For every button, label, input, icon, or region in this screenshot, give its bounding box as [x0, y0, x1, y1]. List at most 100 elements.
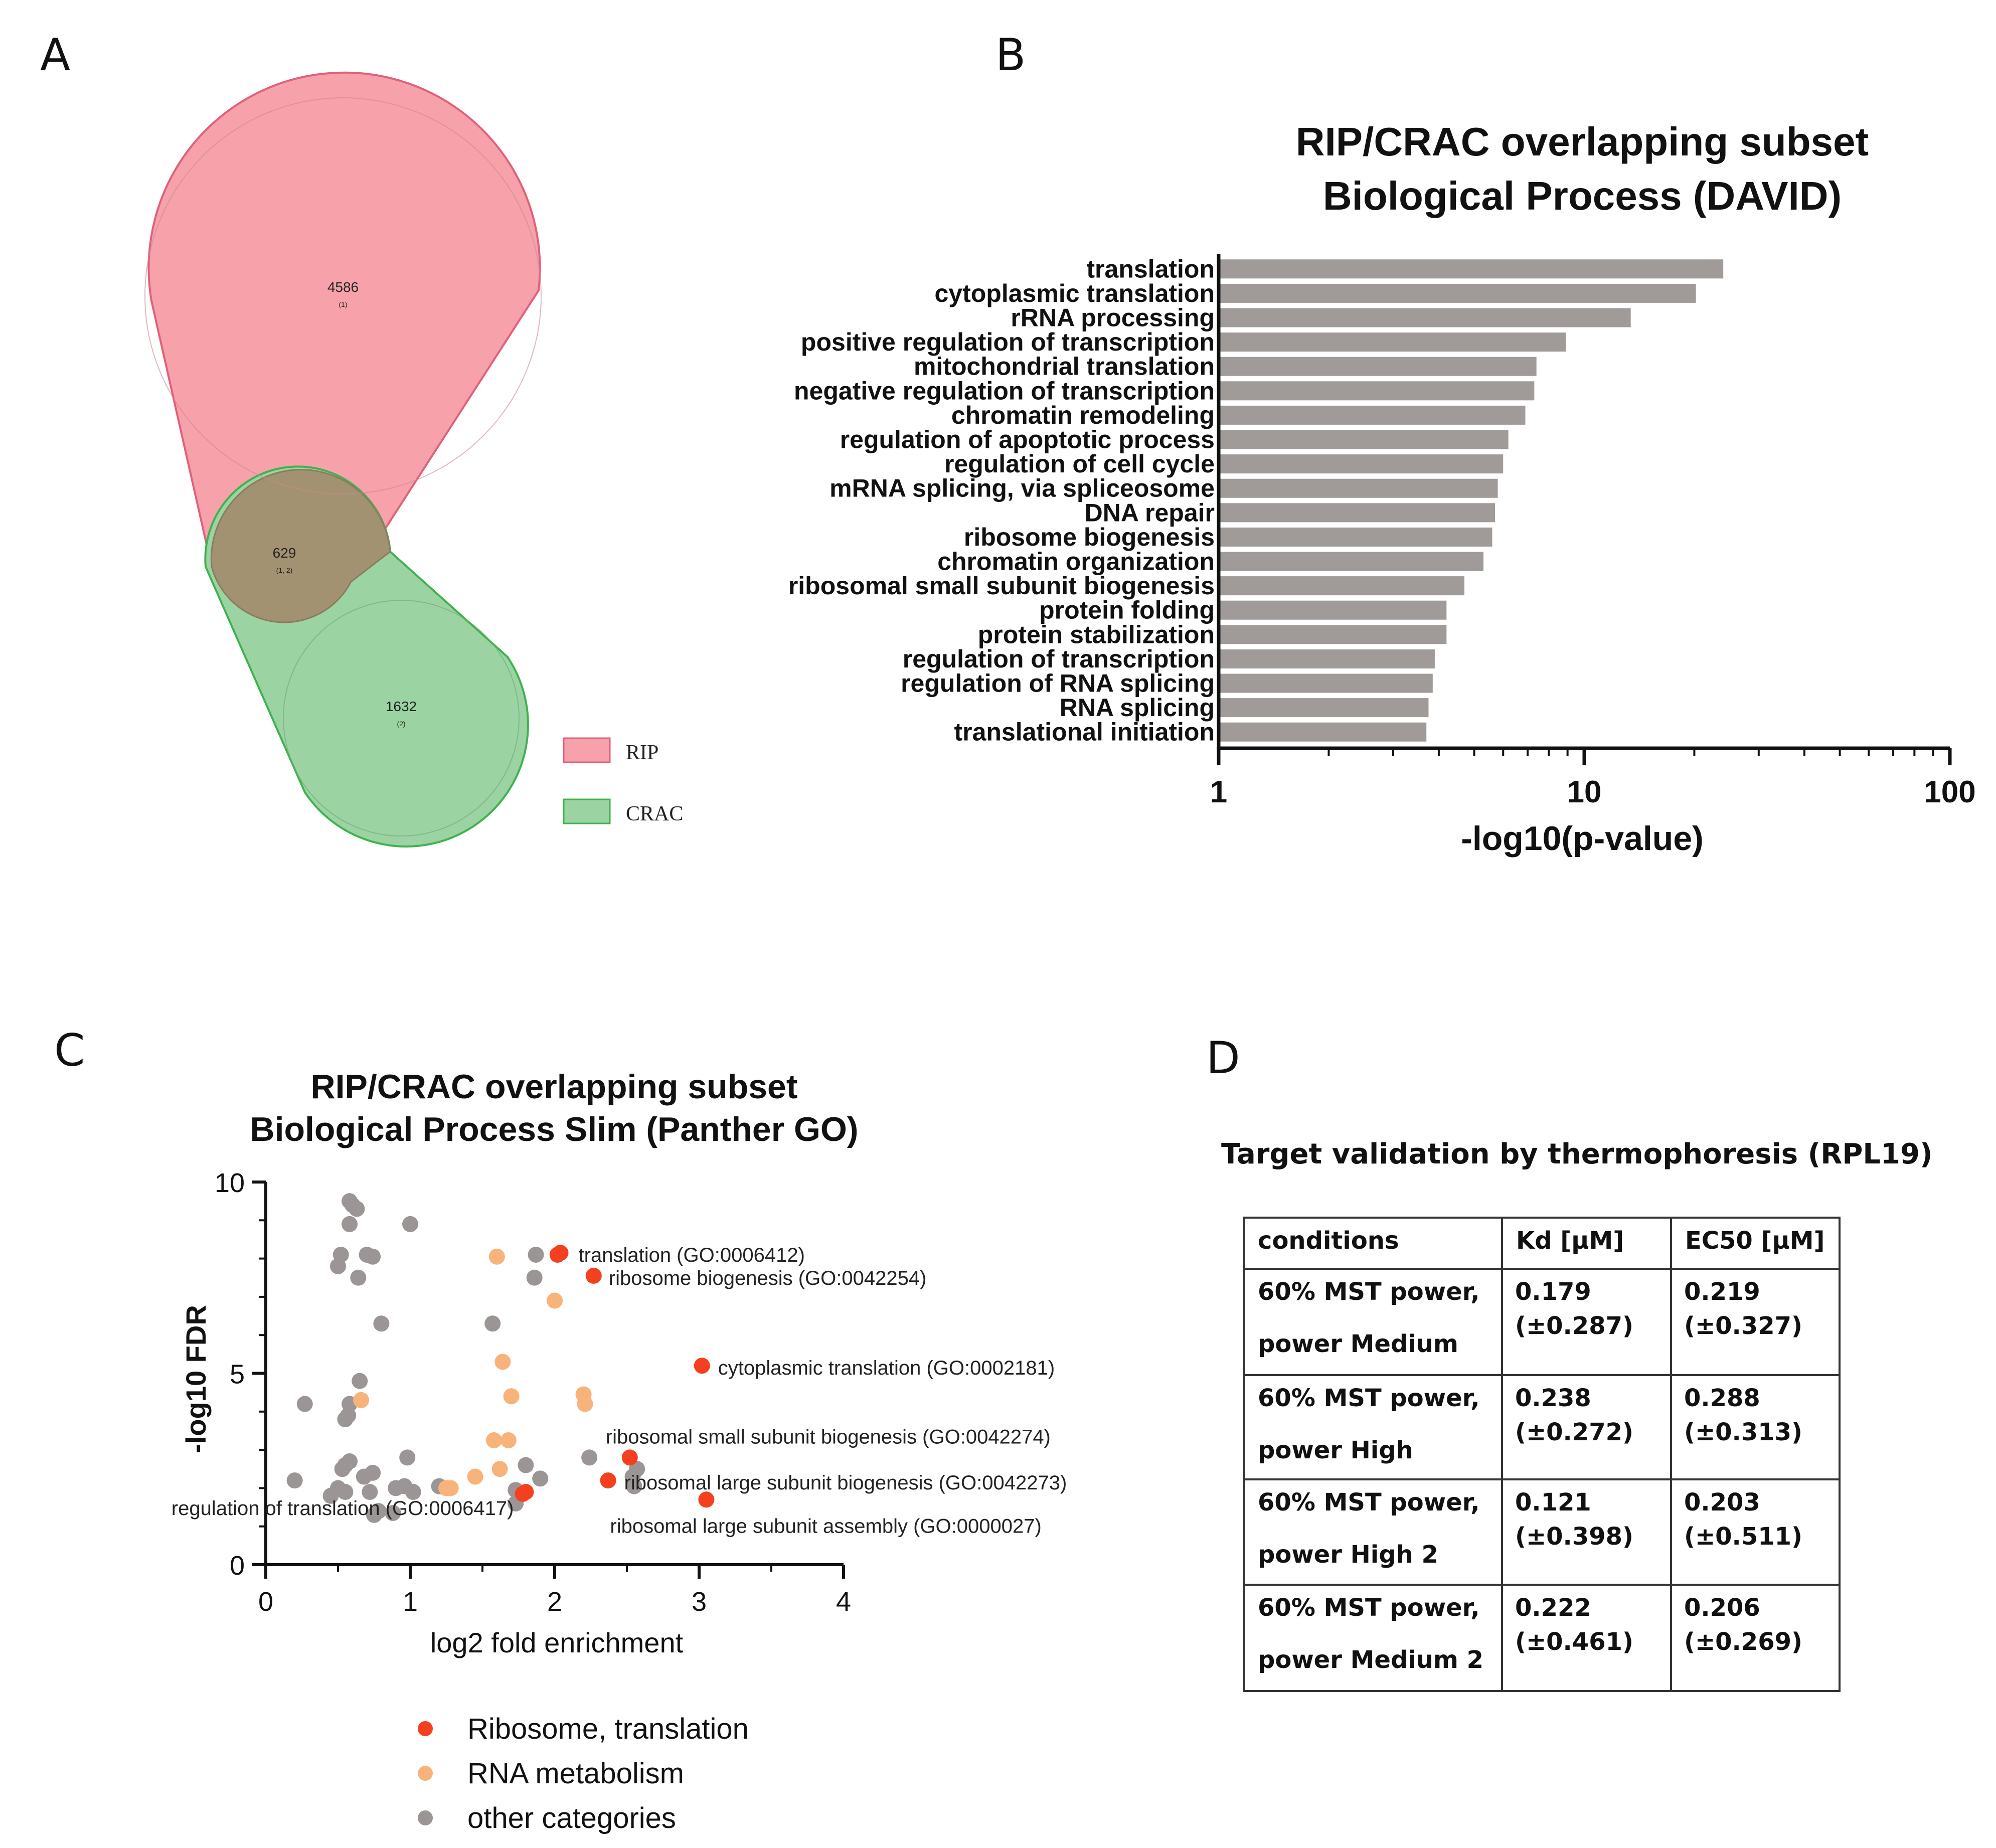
venn-rip-count: 4586	[327, 279, 359, 295]
table-cell-ec50-0-value: 0.219	[1684, 1278, 1760, 1306]
table-cell-condition-1-line2: power High	[1258, 1436, 1413, 1464]
scatter-point-s2-10	[528, 1246, 544, 1263]
bar-3	[1219, 332, 1566, 352]
scatter-point-s1-9	[467, 1468, 483, 1485]
bar-category-label-4: mitochondrial translation	[914, 353, 1215, 381]
bar-category-label-17: regulation of RNA splicing	[901, 669, 1215, 698]
scatter-point-s2-13	[484, 1315, 501, 1332]
scatter-annotation-3: ribosomal small subunit biogenesis (GO:0…	[606, 1426, 1051, 1448]
scatter-point-s2-11	[526, 1269, 543, 1286]
bar-category-label-12: chromatin organization	[937, 548, 1215, 576]
scatter-point-s2-31	[405, 1484, 421, 1500]
table-cell-kd-2-value: 0.121	[1515, 1488, 1591, 1517]
venn-overlap-code: (1, 2)	[276, 566, 293, 574]
bar-category-label-16: regulation of transcription	[903, 645, 1215, 673]
venn-legend-rip-label: RIP	[626, 741, 658, 764]
venn-crac-circle-outline	[283, 600, 520, 836]
scatter-legend-label-0: Ribosome, translation	[467, 1713, 749, 1745]
bar-0	[1219, 259, 1724, 279]
scatter-point-s2-22	[334, 1461, 351, 1477]
table-cell-condition-0-line1: 60% MST power,	[1258, 1278, 1479, 1306]
bar-category-label-10: DNA repair	[1085, 498, 1215, 527]
bar-16	[1219, 649, 1435, 668]
scatter-annotation-0: translation (GO:0006412)	[579, 1244, 805, 1266]
scatter-point-s2-14	[352, 1373, 368, 1389]
scatter-point-s2-40	[581, 1449, 598, 1466]
table-cell-ec50-1-value: 0.288	[1684, 1384, 1760, 1412]
scatter-point-s0-4	[621, 1449, 638, 1466]
table-cell-kd-2-error: (±0.398)	[1515, 1523, 1633, 1551]
bar-chart-title-line-1: RIP/CRAC overlapping subset	[1296, 119, 1869, 164]
scatter-y-axis-label: -log10 FDR	[180, 1305, 212, 1453]
bar-chart-x-tick-label-0: 1	[1210, 775, 1227, 809]
scatter-legend-marker-2	[418, 1810, 433, 1825]
mst-table: Target validation by thermophoresis (RPL…	[1221, 1138, 1933, 1692]
scatter-x-tick-label-3: 3	[692, 1587, 707, 1617]
bar-11	[1219, 527, 1492, 547]
table-cell-condition-0-line2: power Medium	[1258, 1330, 1458, 1358]
venn-legend-crac-label: CRAC	[626, 802, 683, 825]
bar-category-label-9: mRNA splicing, via spliceosome	[829, 474, 1215, 502]
venn-overlap-count: 629	[273, 545, 296, 561]
scatter-legend-marker-0	[418, 1721, 433, 1736]
bar-19	[1219, 722, 1427, 742]
scatter-point-s1-3	[503, 1388, 520, 1405]
venn-crac-code: (2)	[397, 720, 405, 728]
table-cell-ec50-2-error: (±0.511)	[1684, 1523, 1802, 1551]
scatter-point-s2-27	[365, 1464, 381, 1481]
scatter-point-s1-0	[488, 1248, 505, 1265]
table-header-1: Kd [µM]	[1516, 1227, 1624, 1255]
scatter-point-s2-19	[286, 1472, 303, 1489]
bar-8	[1219, 454, 1504, 474]
table-cell-condition-2-line1: 60% MST power,	[1258, 1488, 1479, 1517]
scatter-point-s1-2	[494, 1354, 511, 1370]
scatter-x-tick-label-4: 4	[836, 1587, 851, 1617]
scatter-point-s2-8	[365, 1248, 381, 1265]
venn-diagram: 4586 (1) 629 (1, 2) 1632 (2) RIP CRAC	[144, 71, 683, 848]
scatter-annotation-2: cytoplasmic translation (GO:0002181)	[718, 1357, 1055, 1379]
venn-legend-crac-swatch	[563, 798, 611, 824]
scatter-annotation-4: ribosomal large subunit biogenesis (GO:0…	[624, 1472, 1067, 1494]
panel-label-c: C	[54, 1025, 85, 1076]
scatter-point-s2-6	[330, 1258, 346, 1274]
table-border	[1243, 1217, 1841, 1692]
scatter-annotation-1: ribosome biogenesis (GO:0042254)	[609, 1267, 927, 1289]
scatter-point-s2-34	[366, 1506, 382, 1523]
scatter-x-tick-label-2: 2	[547, 1587, 562, 1617]
table-cell-condition-1-line1: 60% MST power,	[1258, 1384, 1479, 1412]
bar-chart-x-tick-label-2: 100	[1924, 775, 1975, 809]
venn-rip-code: (1)	[339, 300, 347, 308]
bar-12	[1219, 552, 1483, 571]
scatter-point-s1-12	[353, 1392, 370, 1408]
bar-4	[1219, 357, 1537, 376]
panel-label-b: B	[995, 29, 1026, 81]
bar-category-label-7: regulation of apoptotic process	[840, 426, 1215, 454]
table-cell-kd-0-error: (±0.287)	[1515, 1312, 1633, 1340]
bar-9	[1219, 478, 1498, 498]
scatter-point-s0-2	[585, 1267, 602, 1284]
table-cell-ec50-2-value: 0.203	[1684, 1488, 1760, 1517]
scatter-point-s2-39	[518, 1457, 534, 1473]
scatter-point-s2-35	[385, 1504, 401, 1521]
bar-7	[1219, 430, 1509, 449]
scatter-point-s2-43	[626, 1478, 642, 1494]
scatter-point-s2-28	[362, 1484, 378, 1500]
bar-category-label-11: ribosome biogenesis	[964, 523, 1215, 551]
scatter-point-s2-9	[350, 1269, 367, 1286]
scatter-point-s0-5	[600, 1472, 616, 1489]
table-cell-kd-3-error: (±0.461)	[1515, 1628, 1633, 1656]
panel-label-a: A	[40, 29, 70, 81]
bar-category-label-6: chromatin remodeling	[951, 401, 1215, 429]
table-title: Target validation by thermophoresis (RPL…	[1221, 1138, 1933, 1170]
table-cell-condition-3-line1: 60% MST power,	[1258, 1594, 1479, 1622]
scatter-point-s2-12	[373, 1315, 390, 1332]
scatter-point-s1-5	[577, 1396, 593, 1412]
scatter-y-tick-label-0: 0	[230, 1551, 245, 1581]
bar-category-label-5: negative regulation of transcription	[794, 377, 1215, 405]
scatter-point-s0-3	[694, 1358, 710, 1374]
bar-2	[1219, 308, 1631, 327]
scatter-y-tick-label-2: 10	[215, 1168, 245, 1198]
table-cell-condition-3-line2: power Medium 2	[1258, 1646, 1483, 1674]
scatter-point-s2-4	[402, 1216, 418, 1232]
venn-legend-rip-swatch	[563, 737, 611, 763]
